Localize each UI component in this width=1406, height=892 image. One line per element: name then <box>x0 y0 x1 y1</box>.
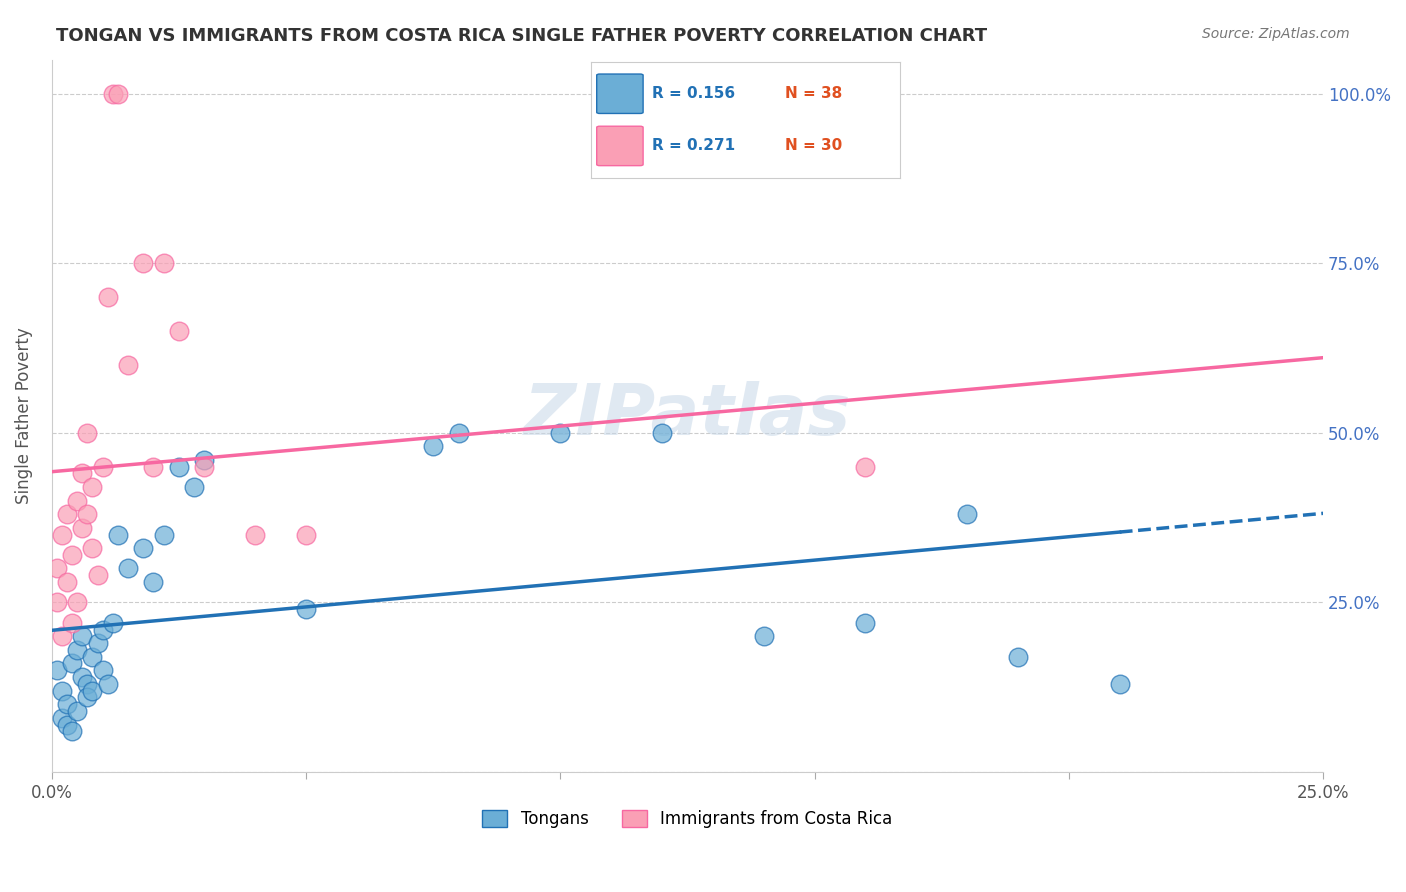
Point <box>56 575 79 590</box>
Point <box>45 595 67 609</box>
Point <box>51 629 73 643</box>
Point <box>107 87 129 101</box>
Point <box>60 657 83 671</box>
Point <box>422 439 444 453</box>
Point <box>60 548 83 562</box>
Point <box>97 290 120 304</box>
Point <box>193 453 215 467</box>
Text: TONGAN VS IMMIGRANTS FROM COSTA RICA SINGLE FATHER POVERTY CORRELATION CHART: TONGAN VS IMMIGRANTS FROM COSTA RICA SIN… <box>56 27 987 45</box>
Point <box>1108 677 1130 691</box>
Point <box>97 677 120 691</box>
Point <box>91 623 114 637</box>
Point <box>152 527 174 541</box>
Point <box>56 697 79 711</box>
Point <box>1007 649 1029 664</box>
Point <box>193 459 215 474</box>
Point <box>117 358 139 372</box>
Point <box>51 711 73 725</box>
Point <box>66 643 89 657</box>
Point <box>76 507 98 521</box>
Point <box>51 683 73 698</box>
Point <box>183 480 205 494</box>
Point <box>91 663 114 677</box>
Point <box>51 527 73 541</box>
Point <box>86 568 108 582</box>
Point <box>82 649 104 664</box>
FancyBboxPatch shape <box>596 74 643 113</box>
Point <box>76 677 98 691</box>
Point <box>956 507 979 521</box>
Point <box>82 480 104 494</box>
Point <box>132 256 155 270</box>
Point <box>66 493 89 508</box>
Point <box>855 615 877 630</box>
Point <box>117 561 139 575</box>
Text: ZIPatlas: ZIPatlas <box>524 381 851 450</box>
Point <box>56 507 79 521</box>
Point <box>82 541 104 556</box>
Point <box>66 595 89 609</box>
Point <box>72 670 94 684</box>
Point <box>447 425 470 440</box>
Point <box>66 704 89 718</box>
FancyBboxPatch shape <box>596 126 643 166</box>
Point <box>101 87 124 101</box>
Point <box>167 459 190 474</box>
Text: N = 30: N = 30 <box>786 138 842 153</box>
Point <box>550 425 572 440</box>
Point <box>76 690 98 705</box>
Point <box>142 575 165 590</box>
Point <box>855 459 877 474</box>
Text: R = 0.271: R = 0.271 <box>652 138 735 153</box>
Text: R = 0.156: R = 0.156 <box>652 87 735 102</box>
Point <box>45 561 67 575</box>
Point <box>76 425 98 440</box>
Point <box>101 615 124 630</box>
Legend: Tongans, Immigrants from Costa Rica: Tongans, Immigrants from Costa Rica <box>475 804 900 835</box>
Point <box>82 683 104 698</box>
Point <box>72 467 94 481</box>
Point <box>60 724 83 739</box>
Point <box>142 459 165 474</box>
Y-axis label: Single Father Poverty: Single Father Poverty <box>15 327 32 504</box>
Point <box>132 541 155 556</box>
Point <box>91 459 114 474</box>
Point <box>86 636 108 650</box>
Point <box>167 324 190 338</box>
Point <box>45 663 67 677</box>
Text: N = 38: N = 38 <box>786 87 842 102</box>
Point <box>651 425 673 440</box>
Text: Source: ZipAtlas.com: Source: ZipAtlas.com <box>1202 27 1350 41</box>
Point <box>107 527 129 541</box>
Point <box>295 527 318 541</box>
Point <box>56 717 79 731</box>
Point <box>72 629 94 643</box>
Point <box>295 602 318 616</box>
Point <box>72 521 94 535</box>
Point <box>60 615 83 630</box>
Point <box>152 256 174 270</box>
Point <box>243 527 266 541</box>
Point <box>752 629 775 643</box>
